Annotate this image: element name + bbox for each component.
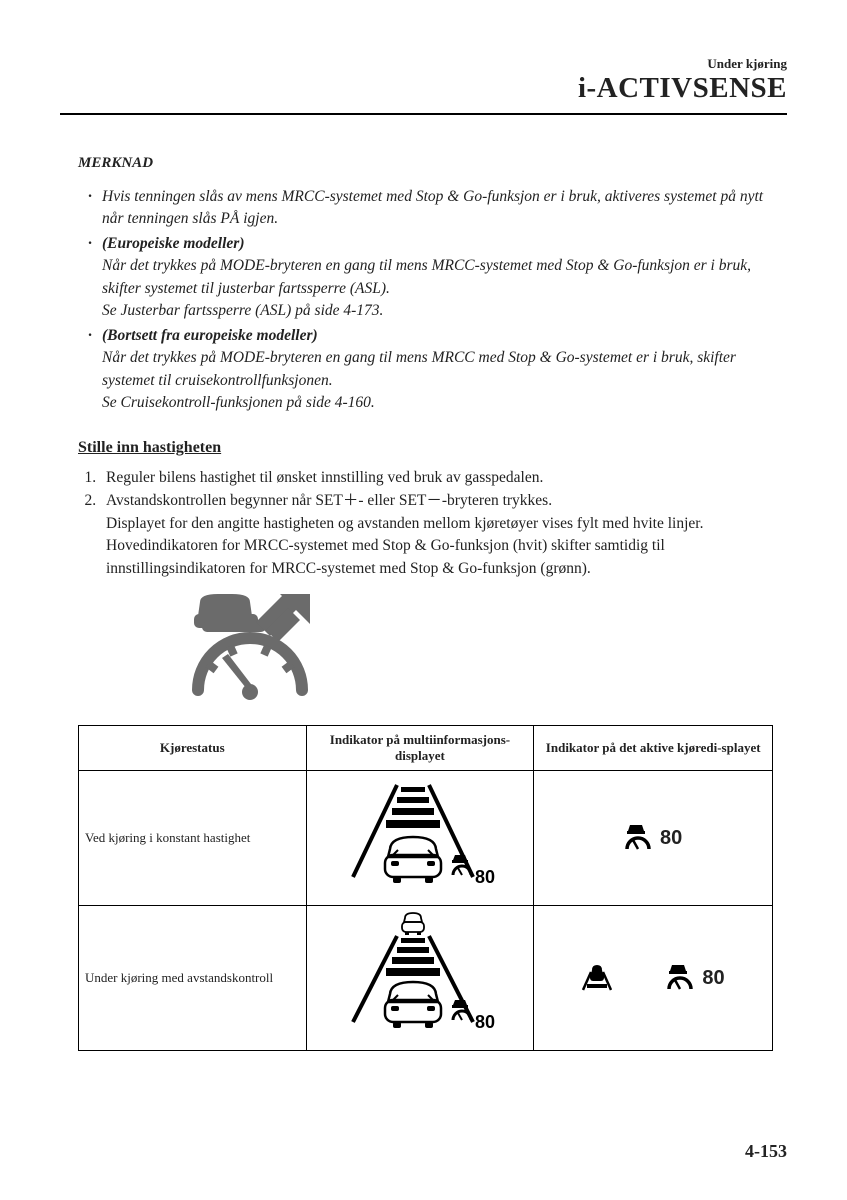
steps-list: Reguler bilens hastighet til ønsket inns… [100,467,787,580]
note-label: MERKNAD [78,155,787,172]
section-heading: Stille inn hastigheten [78,439,787,457]
multi-display-cell: 80 [306,906,534,1051]
note-item: (Europeiske modeller) Når det trykkes på… [88,233,787,323]
active-display-cell: 80 [534,771,773,906]
lane-indicator-icon: 80 [335,777,505,895]
note-text: Hvis tenningen slås av mens MRCC-systeme… [102,188,763,227]
note-ref: Se Justerbar fartssperre (ASL) på side 4… [102,300,787,322]
cruise-icon [624,824,652,852]
cruise-icon [666,964,694,992]
header-rule [60,113,787,115]
page-header: Under kjøring i-ACTIVSENSE [60,56,787,105]
multi-display-cell: 80 [306,771,534,906]
note-lead: (Europeiske modeller) [102,235,245,252]
speed-value: 80 [660,827,682,850]
table-header: Indikator på det aktive kjøredi-splayet [534,726,773,771]
lead-vehicle-icon [582,964,612,992]
speed-indicator: 80 [666,964,724,992]
step-item: Avstandskontrollen begynner når SET＋- el… [100,490,787,580]
status-cell: Under kjøring med avstandskontroll [79,906,307,1051]
table-header: Indikator på multiinformasjons-displayet [306,726,534,771]
header-title: i-ACTIVSENSE [60,72,787,105]
note-item: Hvis tenningen slås av mens MRCC-systeme… [88,186,787,231]
table-row: Under kjøring med avstandskontroll [79,906,773,1051]
table-header: Kjørestatus [79,726,307,771]
note-text: Når det trykkes på MODE-bryteren en gang… [102,255,787,300]
speed-value: 80 [702,967,724,990]
speed-value: 80 [475,1012,495,1032]
lead-car-icon [402,913,424,935]
note-list: Hvis tenningen slås av mens MRCC-systeme… [88,186,787,415]
lane-indicator-with-lead-icon: 80 [335,912,505,1040]
note-ref: Se Cruisekontroll-funksjonen på side 4-1… [102,392,787,414]
speed-indicator: 80 [540,824,766,852]
page-number: 4-153 [745,1141,787,1162]
status-cell: Ved kjøring i konstant hastighet [79,771,307,906]
active-display-cell: 80 [534,906,773,1051]
mrcc-set-indicator-icon [180,592,787,707]
step-item: Reguler bilens hastighet til ønsket inns… [100,467,787,489]
note-item: (Bortsett fra europeiske modeller) Når d… [88,325,787,415]
note-lead: (Bortsett fra europeiske modeller) [102,327,318,344]
header-chapter: Under kjøring [60,56,787,72]
own-car-icon [385,982,441,1028]
step-text: Avstandskontrollen begynner når SET＋- el… [106,492,703,576]
own-car-icon [385,837,441,883]
indicator-table: Kjørestatus Indikator på multiinformasjo… [78,725,773,1051]
table-row: Ved kjøring i konstant hastighet [79,771,773,906]
note-text: Når det trykkes på MODE-bryteren en gang… [102,347,787,392]
speed-value: 80 [475,867,495,887]
